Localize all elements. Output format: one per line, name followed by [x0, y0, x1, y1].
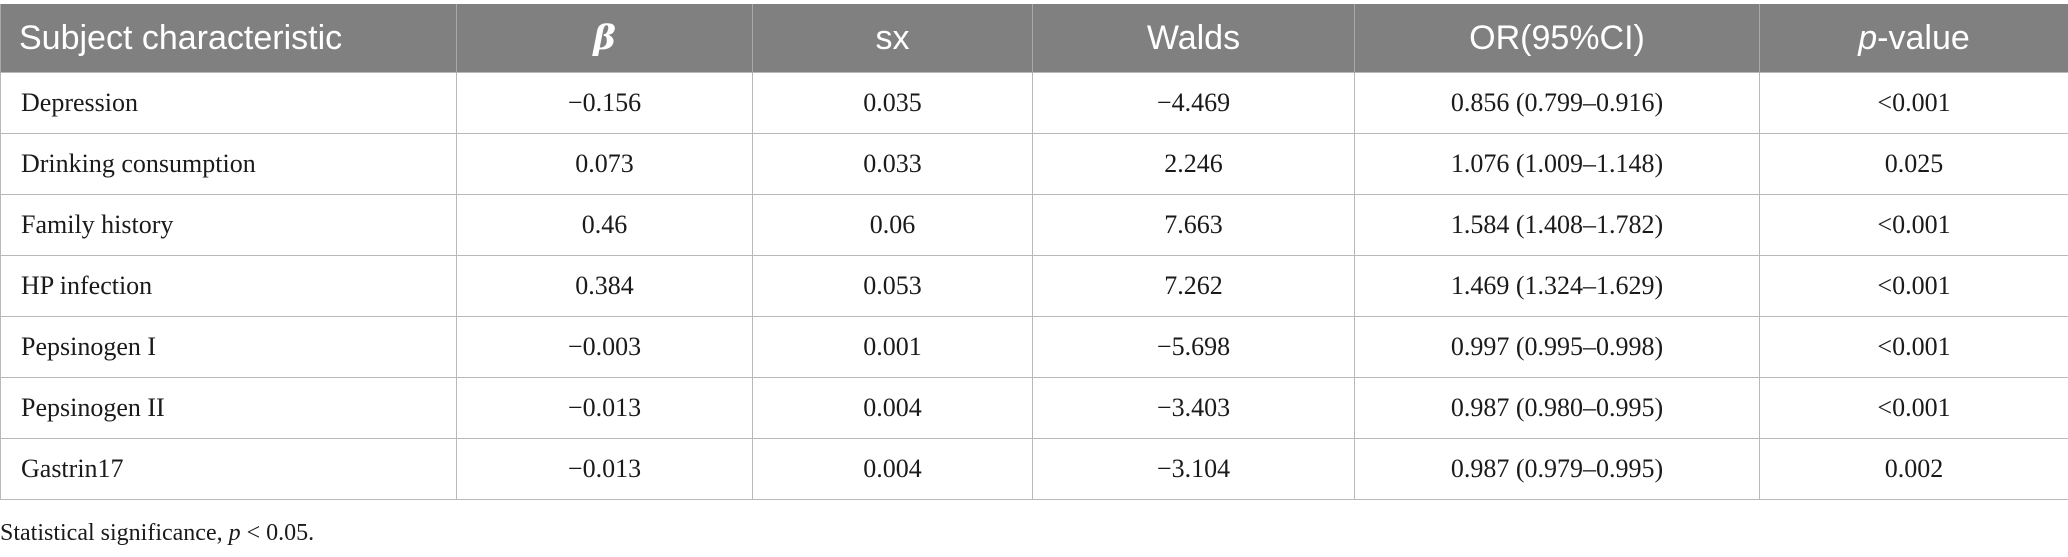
cell-sx: 0.004	[752, 438, 1033, 500]
cell-walds: −3.403	[1032, 377, 1355, 439]
cell-or: 1.584 (1.408–1.782)	[1354, 194, 1760, 256]
cell-or: 0.987 (0.979–0.995)	[1354, 438, 1760, 500]
cell-subject: Family history	[0, 194, 457, 256]
regression-table: Subject characteristic β sx Walds OR(95%…	[0, 4, 2068, 500]
cell-sx: 0.033	[752, 133, 1033, 195]
cell-p-value: <0.001	[1759, 316, 2068, 378]
table-row: Drinking consumption 0.073 0.033 2.246 1…	[0, 133, 2068, 195]
cell-beta: −0.013	[456, 438, 753, 500]
cell-p-value: 0.002	[1759, 438, 2068, 500]
cell-subject: HP infection	[0, 255, 457, 317]
header-subject: Subject characteristic	[0, 4, 457, 73]
cell-beta: −0.003	[456, 316, 753, 378]
cell-or: 0.856 (0.799–0.916)	[1354, 72, 1760, 134]
footnote-p-italic: p	[228, 520, 241, 546]
table-row: Pepsinogen I −0.003 0.001 −5.698 0.997 (…	[0, 316, 2068, 378]
cell-or: 1.469 (1.324–1.629)	[1354, 255, 1760, 317]
cell-subject: Gastrin17	[0, 438, 457, 500]
cell-p-value: <0.001	[1759, 72, 2068, 134]
header-p-italic: p	[1858, 18, 1878, 57]
header-beta: β	[456, 4, 753, 73]
cell-beta: −0.156	[456, 72, 753, 134]
cell-walds: 7.262	[1032, 255, 1355, 317]
header-sx: sx	[752, 4, 1033, 73]
table-body: Depression −0.156 0.035 −4.469 0.856 (0.…	[0, 72, 2068, 500]
cell-walds: −5.698	[1032, 316, 1355, 378]
cell-or: 0.987 (0.980–0.995)	[1354, 377, 1760, 439]
cell-sx: 0.001	[752, 316, 1033, 378]
cell-sx: 0.035	[752, 72, 1033, 134]
cell-beta: 0.073	[456, 133, 753, 195]
cell-subject: Pepsinogen II	[0, 377, 457, 439]
cell-sx: 0.06	[752, 194, 1033, 256]
table-footnote: Statistical significance, p < 0.05.	[0, 520, 314, 547]
cell-p-value: <0.001	[1759, 194, 2068, 256]
cell-walds: 7.663	[1032, 194, 1355, 256]
cell-subject: Pepsinogen I	[0, 316, 457, 378]
cell-sx: 0.053	[752, 255, 1033, 317]
cell-or: 0.997 (0.995–0.998)	[1354, 316, 1760, 378]
cell-beta: −0.013	[456, 377, 753, 439]
cell-p-value: 0.025	[1759, 133, 2068, 195]
cell-p-value: <0.001	[1759, 377, 2068, 439]
cell-beta: 0.384	[456, 255, 753, 317]
regression-table-container: Subject characteristic β sx Walds OR(95%…	[0, 4, 2068, 500]
cell-subject: Depression	[0, 72, 457, 134]
footnote-suffix: < 0.05.	[240, 520, 315, 546]
cell-subject: Drinking consumption	[0, 133, 457, 195]
cell-beta: 0.46	[456, 194, 753, 256]
cell-walds: 2.246	[1032, 133, 1355, 195]
table-row: Gastrin17 −0.013 0.004 −3.104 0.987 (0.9…	[0, 438, 2068, 500]
header-or: OR(95%CI)	[1354, 4, 1760, 73]
cell-walds: −3.104	[1032, 438, 1355, 500]
header-p-rest: -value	[1877, 18, 1970, 57]
table-row: HP infection 0.384 0.053 7.262 1.469 (1.…	[0, 255, 2068, 317]
header-p-value: p-value	[1759, 4, 2068, 73]
table-row: Depression −0.156 0.035 −4.469 0.856 (0.…	[0, 72, 2068, 134]
footnote-prefix: Statistical significance,	[0, 520, 229, 546]
cell-p-value: <0.001	[1759, 255, 2068, 317]
table-row: Family history 0.46 0.06 7.663 1.584 (1.…	[0, 194, 2068, 256]
header-walds: Walds	[1032, 4, 1355, 73]
cell-sx: 0.004	[752, 377, 1033, 439]
table-header: Subject characteristic β sx Walds OR(95%…	[0, 4, 2068, 73]
cell-walds: −4.469	[1032, 72, 1355, 134]
table-row: Pepsinogen II −0.013 0.004 −3.403 0.987 …	[0, 377, 2068, 439]
header-row: Subject characteristic β sx Walds OR(95%…	[0, 4, 2068, 73]
cell-or: 1.076 (1.009–1.148)	[1354, 133, 1760, 195]
